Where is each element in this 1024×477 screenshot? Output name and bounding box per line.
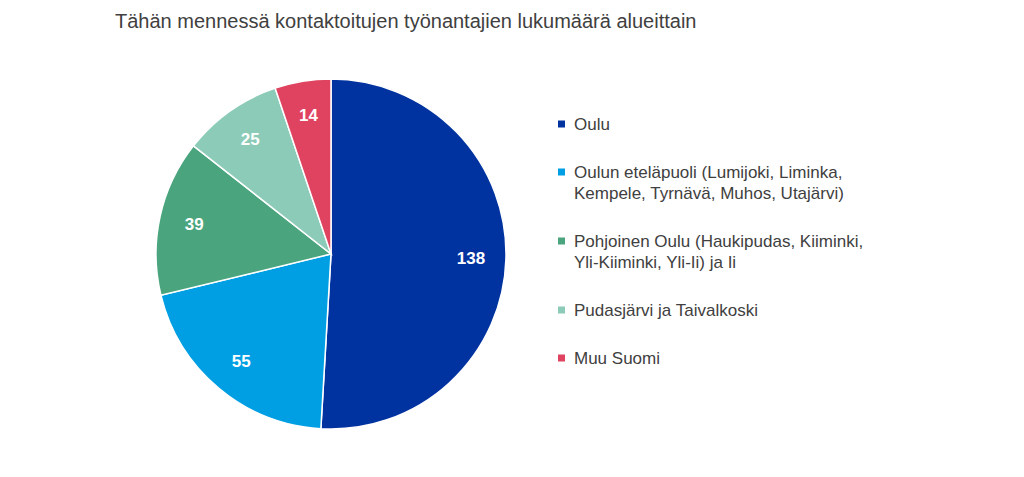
data-label: 25 [241, 130, 260, 149]
legend-label: Muu Suomi [574, 349, 660, 368]
legend-swatch [558, 238, 565, 245]
legend-label: Oulu [574, 115, 610, 134]
legend-label: Oulun eteläpuoli (Lumijoki, Liminka,Kemp… [574, 163, 844, 203]
data-label: 138 [457, 249, 485, 268]
legend-item: Pohjoinen Oulu (Haukipudas, Kiiminki,Yli… [558, 232, 863, 272]
legend-swatch [558, 355, 565, 362]
legend-swatch [558, 169, 565, 176]
chart: Tähän mennessä kontaktoitujen työnantaji… [0, 0, 1024, 477]
chart-title: Tähän mennessä kontaktoitujen työnantaji… [115, 10, 696, 32]
data-label: 14 [299, 106, 318, 125]
legend: Oulu Oulun eteläpuoli (Lumijoki, Liminka,… [558, 115, 863, 368]
legend-label: Pohjoinen Oulu (Haukipudas, Kiiminki,Yli… [574, 232, 863, 272]
legend-label: Pudasjärvi ja Taivalkoski [574, 301, 758, 320]
pie-slice [275, 79, 331, 254]
legend-item: Oulun eteläpuoli (Lumijoki, Liminka,Kemp… [558, 163, 844, 203]
data-label: 39 [185, 215, 204, 234]
pie-slice [321, 79, 506, 429]
legend-item: Muu Suomi [558, 349, 660, 368]
data-label: 55 [232, 352, 251, 371]
legend-item: Oulu [558, 115, 610, 134]
legend-swatch [558, 121, 565, 128]
legend-item: Pudasjärvi ja Taivalkoski [558, 301, 758, 320]
pie [156, 79, 506, 429]
legend-swatch [558, 307, 565, 314]
data-labels: 138 55 39 25 14 [185, 106, 485, 371]
